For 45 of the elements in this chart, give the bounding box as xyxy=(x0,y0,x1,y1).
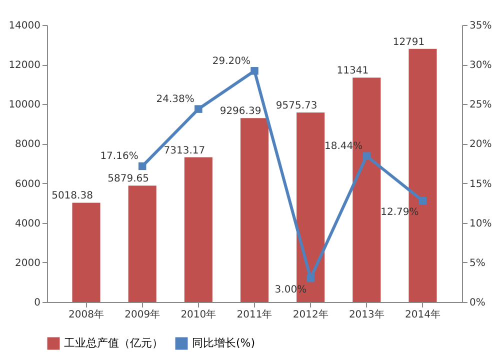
data-label: 5879.65 xyxy=(108,174,150,185)
y2-tick-label: 20% xyxy=(470,139,492,150)
data-label: 24.38% xyxy=(156,94,194,106)
y-tick-label: 4000 xyxy=(15,218,40,230)
bar xyxy=(240,118,269,302)
x-tick-label: 2008年 xyxy=(68,308,104,320)
y2-tick-label: 35% xyxy=(470,20,492,32)
data-label: 11341 xyxy=(336,66,369,77)
data-label: 7313.17 xyxy=(164,145,206,156)
y-tick-label: 12000 xyxy=(8,60,40,72)
point xyxy=(306,274,314,282)
x-tick-label: 2013年 xyxy=(348,308,384,320)
y2-tick-label: 10% xyxy=(470,218,492,230)
y-tick-label: 2000 xyxy=(15,258,40,269)
data-label: 5018.38 xyxy=(52,190,93,202)
bar xyxy=(72,202,100,302)
point xyxy=(418,196,427,205)
x-tick-label: 2014年 xyxy=(405,308,440,320)
y-tick-label: 14000 xyxy=(8,20,40,32)
point xyxy=(250,67,258,75)
data-label: 12791 xyxy=(392,36,425,48)
y2-tick-label: 25% xyxy=(470,100,492,111)
y2-tick-label: 5% xyxy=(470,258,486,269)
data-label: 9296.39 xyxy=(220,106,262,118)
y2-tick-label: 15% xyxy=(470,178,492,190)
point xyxy=(362,152,371,160)
y2-tick-label: 0% xyxy=(470,298,486,308)
legend-label: 同比增长(%) xyxy=(192,336,256,350)
y-tick-label: 10000 xyxy=(8,100,40,111)
x-tick-label: 2009年 xyxy=(124,308,160,320)
bar xyxy=(128,186,156,302)
legend-label: 工业总产值（亿元） xyxy=(64,336,163,350)
x-tick-label: 2011年 xyxy=(236,308,272,320)
data-label: 29.20% xyxy=(212,56,250,67)
x-tick-label: 2010年 xyxy=(180,308,216,320)
point xyxy=(138,162,146,170)
bar xyxy=(184,157,212,302)
x-tick-label: 2012年 xyxy=(292,308,328,320)
data-label: 9575.73 xyxy=(276,100,318,112)
point xyxy=(194,105,202,113)
y-tick-label: 8000 xyxy=(15,139,40,150)
y-tick-label: 6000 xyxy=(15,178,40,190)
y2-tick-label: 30% xyxy=(470,60,492,72)
data-label: 17.16% xyxy=(100,151,138,162)
y-tick-label: 0 xyxy=(34,298,40,308)
